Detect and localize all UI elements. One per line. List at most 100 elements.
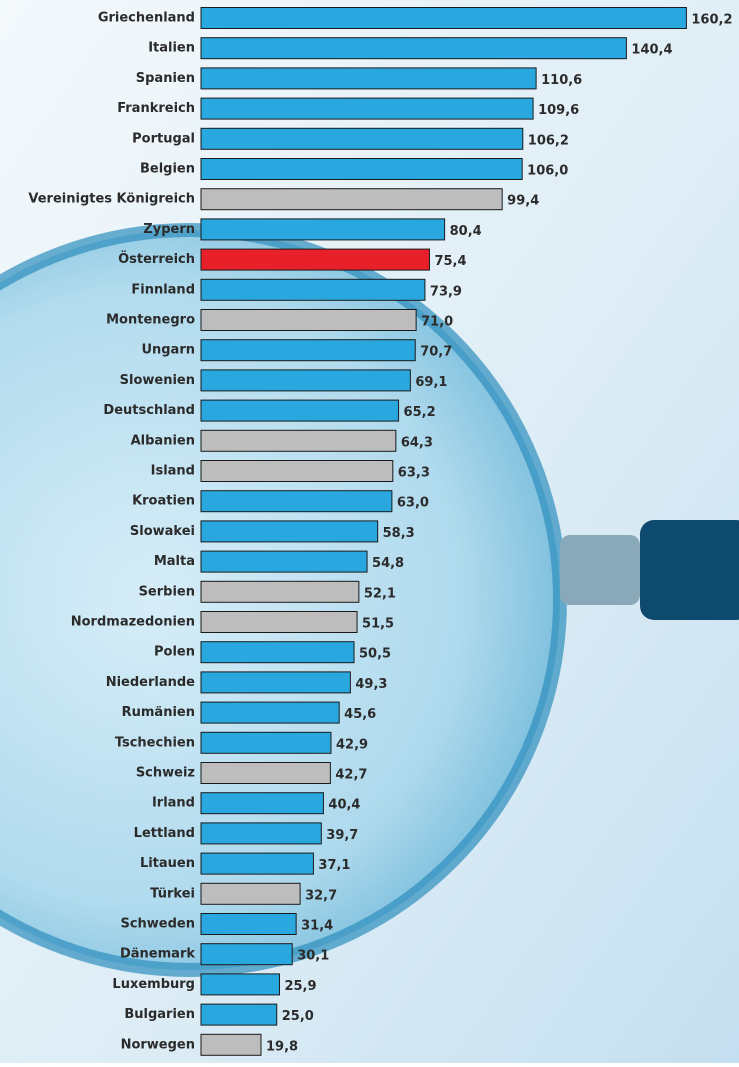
handle: [640, 520, 739, 620]
value-label: 99,4: [507, 194, 539, 209]
value-label: 37,1: [318, 858, 350, 873]
category-label: Griechenland: [98, 11, 195, 26]
value-label: 31,4: [301, 919, 333, 934]
bar: [201, 823, 321, 844]
bar: [201, 310, 416, 331]
value-label: 32,7: [305, 888, 337, 903]
value-label: 40,4: [328, 798, 360, 813]
category-label: Irland: [152, 796, 195, 811]
category-label: Kroatien: [132, 494, 195, 509]
bar: [201, 461, 393, 482]
category-label: Malta: [154, 554, 195, 569]
category-label: Schweiz: [136, 766, 195, 781]
value-label: 65,2: [404, 405, 436, 420]
category-label: Portugal: [132, 131, 195, 146]
value-label: 52,1: [364, 586, 396, 601]
value-label: 30,1: [297, 949, 329, 964]
category-label: Bulgarien: [124, 1007, 195, 1022]
bar: [201, 914, 296, 935]
bar: [201, 672, 350, 693]
value-label: 64,3: [401, 435, 433, 450]
bar: [201, 370, 410, 391]
category-label: Belgien: [140, 162, 195, 177]
value-label: 39,7: [326, 828, 358, 843]
bar: [201, 491, 392, 512]
category-label: Deutschland: [103, 403, 195, 418]
value-label: 71,0: [421, 315, 453, 330]
bar: [201, 279, 425, 300]
category-label: Finnland: [131, 282, 195, 297]
bar: [201, 128, 523, 149]
bar: [201, 159, 522, 180]
chart: Griechenland 160,2 Italien 140,4 Spanien 110,…: [0, 0, 739, 1063]
value-label: 63,3: [398, 466, 430, 481]
category-label: Luxemburg: [112, 977, 195, 992]
value-label: 140,4: [631, 43, 672, 58]
category-label: Tschechien: [115, 735, 195, 750]
category-label: Island: [151, 464, 195, 479]
category-label: Vereinigtes Königreich: [28, 192, 195, 207]
handle-neck: [560, 535, 640, 605]
value-label: 58,3: [383, 526, 415, 541]
value-label: 69,1: [415, 375, 447, 390]
bar: [201, 68, 536, 89]
category-label: Spanien: [136, 71, 195, 86]
bar: [201, 612, 357, 633]
category-label: Slowenien: [120, 373, 195, 388]
bar: [201, 249, 429, 270]
bar: [201, 702, 339, 723]
value-label: 42,7: [335, 768, 367, 783]
bar: [201, 763, 330, 784]
value-label: 73,9: [430, 284, 462, 299]
bar: [201, 581, 359, 602]
value-label: 160,2: [691, 13, 732, 28]
bar: [201, 1034, 261, 1055]
category-label: Frankreich: [117, 101, 195, 116]
category-label: Italien: [148, 41, 195, 56]
value-label: 109,6: [538, 103, 579, 118]
category-label: Niederlande: [106, 675, 195, 690]
bar: [201, 642, 354, 663]
category-label: Slowakei: [130, 524, 195, 539]
value-label: 25,0: [282, 1009, 314, 1024]
value-label: 42,9: [336, 737, 368, 752]
bar: [201, 38, 626, 59]
category-label: Albanien: [131, 433, 195, 448]
category-label: Montenegro: [106, 313, 195, 328]
category-label: Türkei: [150, 886, 195, 901]
category-label: Norwegen: [121, 1037, 195, 1052]
value-label: 75,4: [434, 254, 466, 269]
category-label: Lettland: [134, 826, 195, 841]
value-label: 80,4: [450, 224, 482, 239]
value-label: 110,6: [541, 73, 582, 88]
category-label: Serbien: [139, 584, 195, 599]
bar: [201, 883, 300, 904]
value-label: 50,5: [359, 647, 391, 662]
category-label: Polen: [154, 645, 195, 660]
value-label: 70,7: [420, 345, 452, 360]
value-label: 19,8: [266, 1039, 298, 1054]
bar: [201, 189, 502, 210]
value-label: 25,9: [284, 979, 316, 994]
bar: [201, 340, 415, 361]
bar: [201, 551, 367, 572]
value-label: 51,5: [362, 617, 394, 632]
page: {"chart_data": {"type": "bar", "categori…: [0, 0, 739, 1063]
bar: [201, 219, 445, 240]
bar: [201, 793, 323, 814]
bar: [201, 974, 279, 995]
value-label: 106,2: [528, 133, 569, 148]
category-label: Schweden: [120, 917, 195, 932]
category-label: Nordmazedonien: [71, 615, 195, 630]
value-label: 49,3: [355, 677, 387, 692]
value-label: 63,0: [397, 496, 429, 511]
category-label: Ungarn: [141, 343, 195, 358]
bar: [201, 521, 378, 542]
bar: [201, 732, 331, 753]
category-label: Zypern: [143, 222, 195, 237]
category-label: Rumänien: [122, 705, 195, 720]
category-label: Dänemark: [120, 947, 195, 962]
bar: [201, 1004, 277, 1025]
bar: [201, 98, 533, 119]
value-label: 54,8: [372, 556, 404, 571]
